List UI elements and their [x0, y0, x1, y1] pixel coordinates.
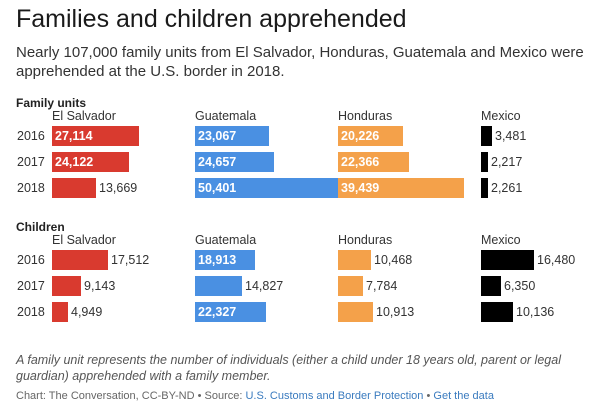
data-label: 9,143 — [84, 279, 116, 293]
data-label: 18,913 — [198, 253, 237, 267]
country-label-guatemala: Guatemala — [195, 233, 257, 247]
data-label: 17,512 — [111, 253, 150, 267]
data-label: 2,261 — [491, 181, 523, 195]
year-label: 2016 — [17, 253, 45, 267]
bar-honduras — [338, 302, 373, 322]
chart-subtitle: Nearly 107,000 family units from El Salv… — [16, 44, 584, 80]
bar-mexico — [481, 250, 534, 270]
year-label: 2018 — [17, 181, 45, 195]
bar-el-salvador — [52, 126, 139, 146]
country-label-guatemala: Guatemala — [195, 109, 257, 123]
credit-text: Chart: The Conversation, CC-BY-ND — [16, 390, 195, 402]
chart-source: Chart: The Conversation, CC-BY-ND • Sour… — [16, 390, 494, 402]
data-label: 3,481 — [495, 129, 527, 143]
data-label: 7,784 — [366, 279, 398, 293]
data-label: 4,949 — [71, 305, 103, 319]
bar-mexico — [481, 126, 492, 146]
year-label: 2018 — [17, 305, 45, 319]
bar-mexico — [481, 178, 488, 198]
data-label: 6,350 — [504, 279, 536, 293]
country-label-el-salvador: El Salvador — [52, 233, 116, 247]
bar-guatemala — [195, 276, 242, 296]
year-label: 2017 — [17, 155, 45, 169]
bar-guatemala — [195, 152, 274, 172]
bar-guatemala — [195, 302, 266, 322]
data-label: 24,657 — [198, 155, 237, 169]
data-label: 23,067 — [198, 129, 237, 143]
data-label: 14,827 — [245, 279, 284, 293]
data-label: 10,913 — [376, 305, 415, 319]
country-label-honduras: Honduras — [338, 233, 393, 247]
country-label-mexico: Mexico — [481, 109, 521, 123]
data-label: 22,366 — [341, 155, 380, 169]
separator: • — [426, 390, 431, 402]
data-label: 22,327 — [198, 305, 237, 319]
data-label: 50,401 — [198, 181, 237, 195]
data-label: 13,669 — [99, 181, 138, 195]
bar-mexico — [481, 152, 488, 172]
section-label-children: Children — [16, 220, 65, 234]
bar-honduras — [338, 178, 464, 198]
bar-el-salvador — [52, 152, 129, 172]
data-label: 16,480 — [537, 253, 576, 267]
bar-honduras — [338, 250, 371, 270]
bar-guatemala — [195, 178, 356, 198]
data-label: 2,217 — [491, 155, 523, 169]
data-label: 20,226 — [341, 129, 380, 143]
year-label: 2016 — [17, 129, 45, 143]
data-label: 10,468 — [374, 253, 413, 267]
bar-el-salvador — [52, 276, 81, 296]
bar-guatemala — [195, 250, 255, 270]
data-label: 27,114 — [55, 129, 93, 143]
chart-title: Families and children apprehended — [16, 5, 407, 33]
separator: • — [197, 390, 202, 402]
chart-note: A family unit represents the number of i… — [16, 353, 561, 383]
source-prefix: Source: — [204, 390, 243, 402]
country-label-mexico: Mexico — [481, 233, 521, 247]
bar-mexico — [481, 302, 513, 322]
bar-honduras — [338, 126, 403, 146]
data-label: 24,122 — [55, 155, 94, 169]
bar-el-salvador — [52, 250, 108, 270]
country-label-honduras: Honduras — [338, 109, 393, 123]
year-label: 2017 — [17, 279, 45, 293]
section-label-family-units: Family units — [16, 96, 87, 110]
country-label-el-salvador: El Salvador — [52, 109, 116, 123]
bar-guatemala — [195, 126, 269, 146]
bar-honduras — [338, 276, 363, 296]
bar-honduras — [338, 152, 409, 172]
bar-el-salvador — [52, 178, 96, 198]
data-label: 39,439 — [341, 181, 380, 195]
source-link[interactable]: U.S. Customs and Border Protection — [245, 390, 424, 402]
bar-el-salvador — [52, 302, 68, 322]
data-label: 10,136 — [516, 305, 555, 319]
get-data-link[interactable]: Get the data — [433, 390, 494, 402]
bar-mexico — [481, 276, 501, 296]
